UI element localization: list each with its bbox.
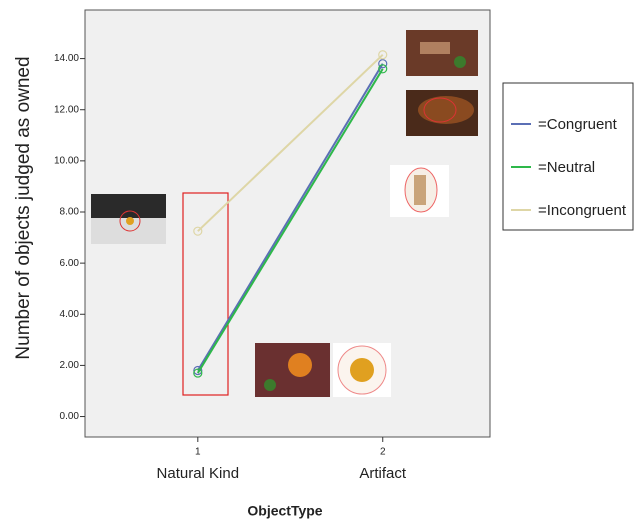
series-line: [196, 63, 384, 372]
x-category-label: Natural Kind: [157, 465, 240, 482]
x-category-label: Artifact: [359, 465, 407, 482]
y-tick-label: 12.00: [54, 104, 79, 115]
series-line: [196, 68, 384, 374]
x-tick-label: 1: [195, 447, 201, 458]
point-marker: [378, 59, 388, 69]
x-axis-label: ObjectType: [247, 503, 322, 519]
y-tick-label: 10.00: [54, 155, 79, 166]
legend-label: =Neutral: [538, 159, 595, 176]
point-marker: [378, 64, 388, 74]
point-marker: [193, 368, 203, 378]
y-tick-label: 8.00: [60, 207, 80, 218]
legend: [502, 82, 634, 231]
y-tick-label: 2.00: [60, 360, 80, 371]
photos: [91, 30, 478, 397]
x-tick-label: 2: [380, 447, 386, 458]
y-tick-label: 14.00: [54, 53, 79, 64]
highlight-box: [182, 192, 229, 396]
legend-label: =Congruent: [538, 116, 618, 133]
legend-label: =Incongruent: [538, 202, 627, 219]
y-axis-label: Number of objects judged as owned: [13, 56, 34, 359]
y-tick-label: 4.00: [60, 309, 80, 320]
point-marker: [378, 50, 388, 60]
series-line: [197, 54, 384, 232]
y-tick-label: 6.00: [60, 258, 80, 269]
y-tick-label: 0.00: [60, 411, 80, 422]
point-marker: [193, 365, 203, 376]
point-marker: [193, 226, 203, 236]
